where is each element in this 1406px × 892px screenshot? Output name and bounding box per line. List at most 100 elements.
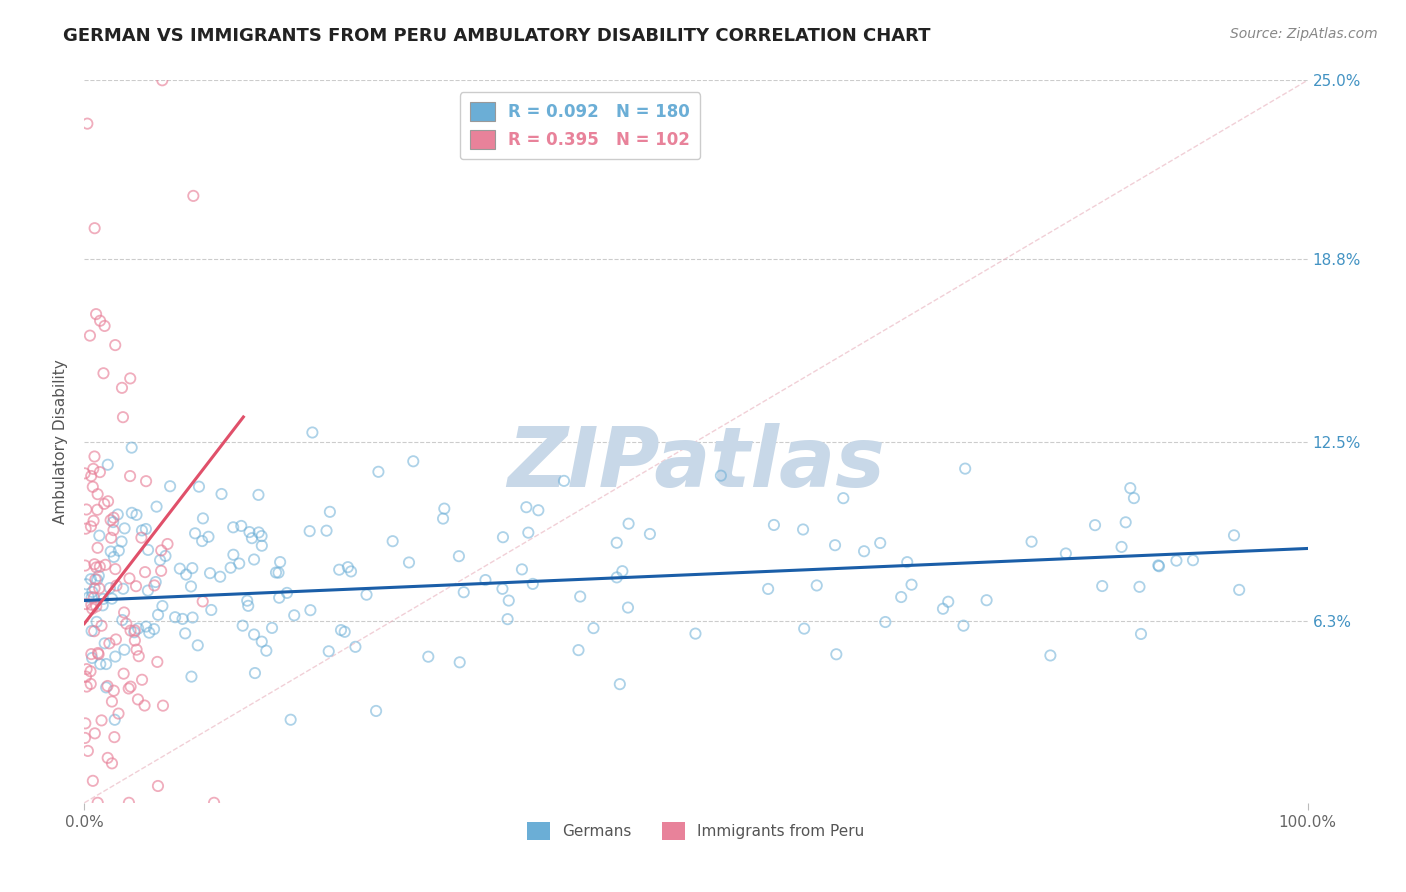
Point	[685, 626, 707, 640]
Point	[418, 649, 440, 664]
Point	[209, 570, 232, 584]
Point	[219, 560, 242, 574]
Point	[124, 624, 146, 638]
Point	[250, 529, 273, 543]
Point	[83, 558, 105, 572]
Point	[200, 603, 222, 617]
Point	[247, 525, 270, 540]
Point	[169, 562, 191, 576]
Point	[87, 646, 110, 660]
Point	[80, 677, 103, 691]
Point	[93, 497, 115, 511]
Point	[86, 573, 108, 587]
Point	[135, 522, 157, 536]
Point	[825, 647, 848, 661]
Point	[76, 744, 98, 758]
Point	[152, 698, 174, 713]
Point	[187, 638, 209, 652]
Point	[80, 572, 103, 586]
Point	[104, 713, 127, 727]
Point	[97, 458, 120, 472]
Point	[254, 643, 277, 657]
Point	[491, 582, 513, 596]
Point	[146, 607, 169, 622]
Point	[174, 626, 197, 640]
Point	[180, 579, 202, 593]
Point	[134, 565, 156, 579]
Point	[86, 796, 108, 810]
Point	[82, 601, 104, 615]
Point	[87, 569, 110, 583]
Point	[1111, 540, 1133, 554]
Point	[83, 624, 105, 639]
Point	[449, 656, 471, 670]
Point	[474, 573, 496, 587]
Point	[236, 593, 259, 607]
Point	[111, 381, 134, 395]
Point	[318, 644, 340, 658]
Point	[496, 612, 519, 626]
Point	[84, 307, 107, 321]
Point	[269, 591, 291, 605]
Point	[155, 549, 177, 563]
Point	[238, 599, 260, 613]
Point	[96, 681, 118, 695]
Point	[806, 578, 828, 592]
Point	[84, 599, 107, 614]
Point	[131, 531, 153, 545]
Point	[240, 531, 263, 545]
Point	[82, 462, 104, 476]
Point	[131, 524, 153, 538]
Point	[1084, 518, 1107, 533]
Point	[932, 601, 955, 615]
Point	[152, 599, 174, 613]
Point	[250, 539, 273, 553]
Point	[165, 610, 187, 624]
Point	[80, 651, 103, 665]
Point	[143, 622, 166, 636]
Point	[896, 555, 918, 569]
Point	[103, 549, 125, 564]
Point	[127, 622, 149, 636]
Point	[793, 622, 815, 636]
Point	[125, 579, 148, 593]
Point	[86, 615, 108, 629]
Point	[364, 704, 387, 718]
Point	[80, 590, 103, 604]
Point	[569, 590, 592, 604]
Point	[96, 679, 118, 693]
Point	[299, 603, 322, 617]
Point	[149, 553, 172, 567]
Point	[103, 510, 125, 524]
Point	[250, 634, 273, 648]
Point	[124, 633, 146, 648]
Point	[243, 552, 266, 566]
Point	[191, 511, 214, 525]
Point	[1147, 558, 1170, 573]
Point	[80, 624, 103, 638]
Point	[181, 610, 204, 624]
Point	[120, 680, 142, 694]
Point	[202, 796, 225, 810]
Point	[101, 515, 124, 529]
Point	[105, 578, 128, 592]
Point	[232, 618, 254, 632]
Point	[80, 469, 103, 483]
Point	[510, 562, 533, 576]
Point	[118, 796, 141, 810]
Point	[283, 608, 305, 623]
Point	[124, 625, 146, 640]
Y-axis label: Ambulatory Disability: Ambulatory Disability	[53, 359, 69, 524]
Point	[1054, 546, 1077, 560]
Point	[145, 574, 167, 589]
Point	[100, 531, 122, 545]
Point	[93, 636, 115, 650]
Point	[1130, 627, 1153, 641]
Point	[762, 518, 785, 533]
Point	[111, 410, 134, 425]
Point	[90, 714, 112, 728]
Point	[112, 642, 135, 657]
Point	[103, 730, 125, 744]
Point	[247, 488, 270, 502]
Point	[433, 501, 456, 516]
